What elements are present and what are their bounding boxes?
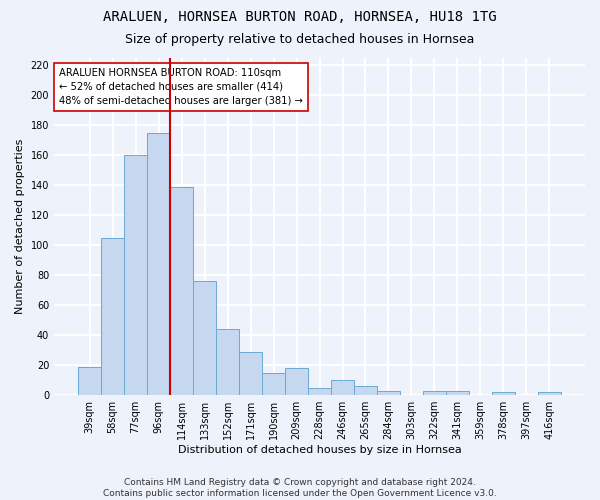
Text: Contains HM Land Registry data © Crown copyright and database right 2024.
Contai: Contains HM Land Registry data © Crown c… xyxy=(103,478,497,498)
Text: ARALUEN, HORNSEA BURTON ROAD, HORNSEA, HU18 1TG: ARALUEN, HORNSEA BURTON ROAD, HORNSEA, H… xyxy=(103,10,497,24)
Bar xyxy=(216,329,239,395)
Bar xyxy=(308,388,331,395)
Bar xyxy=(170,186,193,395)
Text: Size of property relative to detached houses in Hornsea: Size of property relative to detached ho… xyxy=(125,32,475,46)
Bar xyxy=(124,155,147,395)
Bar xyxy=(354,386,377,395)
Bar xyxy=(423,390,446,395)
Bar xyxy=(538,392,561,395)
Bar xyxy=(78,366,101,395)
Y-axis label: Number of detached properties: Number of detached properties xyxy=(15,138,25,314)
Bar xyxy=(262,372,285,395)
Bar xyxy=(492,392,515,395)
Bar xyxy=(147,132,170,395)
Bar xyxy=(101,238,124,395)
Bar xyxy=(239,352,262,395)
X-axis label: Distribution of detached houses by size in Hornsea: Distribution of detached houses by size … xyxy=(178,445,461,455)
Bar xyxy=(331,380,354,395)
Text: ARALUEN HORNSEA BURTON ROAD: 110sqm
← 52% of detached houses are smaller (414)
4: ARALUEN HORNSEA BURTON ROAD: 110sqm ← 52… xyxy=(59,68,303,106)
Bar xyxy=(377,390,400,395)
Bar xyxy=(193,281,216,395)
Bar xyxy=(285,368,308,395)
Bar xyxy=(446,390,469,395)
